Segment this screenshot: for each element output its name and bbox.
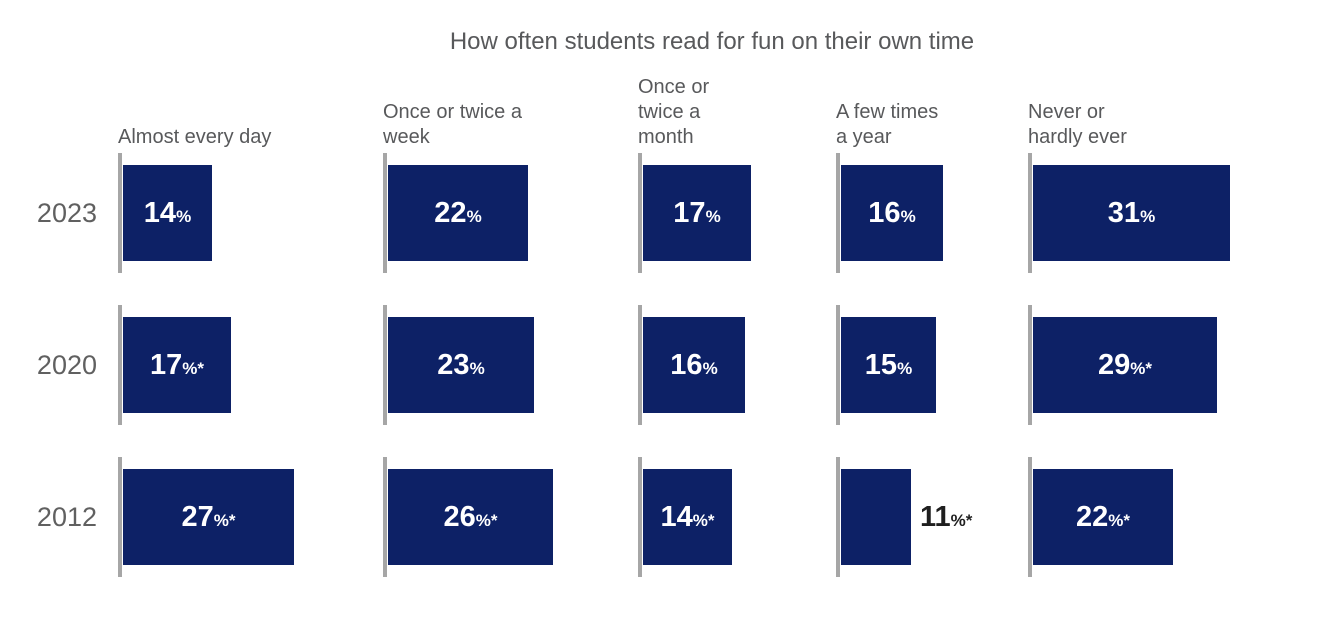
bar-2023-once-or-twice-a-month: 17% (643, 165, 751, 261)
axis-tick (836, 305, 840, 425)
axis-tick (383, 305, 387, 425)
bar-value-2023-a-few-times-a-year: 16% (868, 197, 915, 230)
bar-value-number: 16 (670, 348, 703, 381)
bar-value-2023-once-or-twice-a-week: 22% (434, 197, 481, 230)
column-header-line: hardly ever (1028, 126, 1127, 148)
bar-2020-never-or-hardly-ever: 29%* (1033, 317, 1217, 413)
axis-tick (836, 153, 840, 273)
column-header-line: Once or twice a (383, 101, 522, 123)
bar-value-number: 17 (673, 196, 706, 229)
column-header-line: month (638, 126, 694, 148)
bar-2023-almost-every-day: 14% (123, 165, 212, 261)
axis-tick (118, 153, 122, 273)
bar-value-suffix: %* (1130, 358, 1152, 378)
bar-value-2023-never-or-hardly-ever: 31% (1108, 197, 1155, 230)
axis-tick (836, 457, 840, 577)
column-header-line: Never or (1028, 101, 1105, 123)
bar-value-number: 16 (868, 196, 901, 229)
bar-value-number: 22 (1076, 500, 1109, 533)
bar-2020-almost-every-day: 17%* (123, 317, 231, 413)
bar-2023-once-or-twice-a-week: 22% (388, 165, 528, 261)
bar-value-number: 14 (143, 196, 177, 229)
bar-value-number: 29 (1098, 348, 1131, 381)
year-label-2023: 2023 (36, 198, 97, 228)
column-header-line: twice a (638, 101, 701, 123)
bar-value-number: 26 (443, 500, 476, 533)
bar-value-suffix: % (1140, 206, 1156, 226)
bar-value-number: 23 (437, 348, 470, 381)
column-header-line: Almost every day (118, 126, 272, 148)
bar-value-suffix: % (466, 206, 482, 226)
bar-value-number: 17 (150, 348, 183, 381)
bar-value-suffix: %* (475, 510, 498, 530)
bar-value-2012-a-few-times-a-year: 11%* (920, 501, 972, 534)
column-header-a-few-times-a-year: A few times a year (836, 100, 1020, 150)
bar-value-2020-once-or-twice-a-week: 23% (437, 349, 484, 382)
column-header-once-or-twice-a-month: Once or twice a month (638, 75, 828, 150)
axis-tick (1028, 305, 1032, 425)
axis-tick (1028, 457, 1032, 577)
bar-value-2020-a-few-times-a-year: 15% (865, 349, 912, 382)
column-header-never-or-hardly-ever: Never or hardly ever (1028, 100, 1308, 150)
bar-value-number: 11 (920, 500, 951, 533)
bar-2012-a-few-times-a-year (841, 469, 911, 565)
bar-value-number: 27 (181, 500, 214, 533)
column-header-almost-every-day: Almost every day (118, 125, 373, 150)
bar-value-suffix: % (702, 358, 718, 378)
bar-value-suffix: % (469, 358, 485, 378)
column-header-line: A few times (836, 101, 939, 123)
axis-tick (1028, 153, 1032, 273)
bar-value-suffix: %* (1108, 510, 1130, 530)
axis-tick (638, 153, 642, 273)
bar-value-suffix: %* (692, 510, 715, 530)
bar-value-number: 14 (660, 500, 693, 533)
bar-2012-almost-every-day: 27%* (123, 469, 294, 565)
bar-value-suffix: % (176, 206, 192, 226)
bar-value-2020-almost-every-day: 17%* (150, 349, 204, 382)
bar-value-outside-wrap: 11%* (920, 469, 972, 565)
column-header-line: week (383, 126, 430, 148)
bar-value-2012-once-or-twice-a-month: 14%* (661, 501, 715, 534)
bar-2012-never-or-hardly-ever: 22%* (1033, 469, 1173, 565)
column-header-line: Once or (638, 76, 710, 98)
bar-value-suffix: % (897, 358, 913, 378)
bar-2023-a-few-times-a-year: 16% (841, 165, 943, 261)
bar-value-2023-almost-every-day: 14% (144, 197, 191, 230)
year-label-2012: 2012 (36, 502, 97, 532)
bar-value-2020-never-or-hardly-ever: 29%* (1098, 349, 1152, 382)
bar-value-suffix: %* (950, 510, 973, 530)
bar-value-2012-almost-every-day: 27%* (182, 501, 236, 534)
bar-value-2023-once-or-twice-a-month: 17% (673, 197, 720, 230)
bar-value-2012-never-or-hardly-ever: 22%* (1076, 501, 1130, 534)
column-header-once-or-twice-a-week: Once or twice a week (383, 100, 628, 150)
bar-value-suffix: %* (182, 358, 204, 378)
bar-2012-once-or-twice-a-month: 14%* (643, 469, 732, 565)
bar-value-suffix: %* (213, 510, 236, 530)
axis-tick (638, 305, 642, 425)
bar-2020-a-few-times-a-year: 15% (841, 317, 936, 413)
bar-value-2020-once-or-twice-a-month: 16% (670, 349, 717, 382)
bar-2020-once-or-twice-a-week: 23% (388, 317, 534, 413)
axis-tick (118, 457, 122, 577)
bar-2023-never-or-hardly-ever: 31% (1033, 165, 1230, 261)
bar-value-suffix: % (705, 206, 721, 226)
chart-title: How often students read for fun on their… (449, 28, 975, 55)
bar-2012-once-or-twice-a-week: 26%* (388, 469, 553, 565)
bar-2020-once-or-twice-a-month: 16% (643, 317, 745, 413)
axis-tick (383, 457, 387, 577)
axis-tick (638, 457, 642, 577)
year-label-2020: 2020 (36, 350, 97, 380)
axis-tick (118, 305, 122, 425)
bar-value-number: 31 (1107, 196, 1141, 229)
bar-value-number: 15 (864, 348, 898, 381)
bar-value-2012-once-or-twice-a-week: 26%* (444, 501, 498, 534)
column-header-line: a year (836, 126, 892, 148)
bar-value-suffix: % (900, 206, 916, 226)
axis-tick (383, 153, 387, 273)
bar-value-number: 22 (434, 196, 467, 229)
